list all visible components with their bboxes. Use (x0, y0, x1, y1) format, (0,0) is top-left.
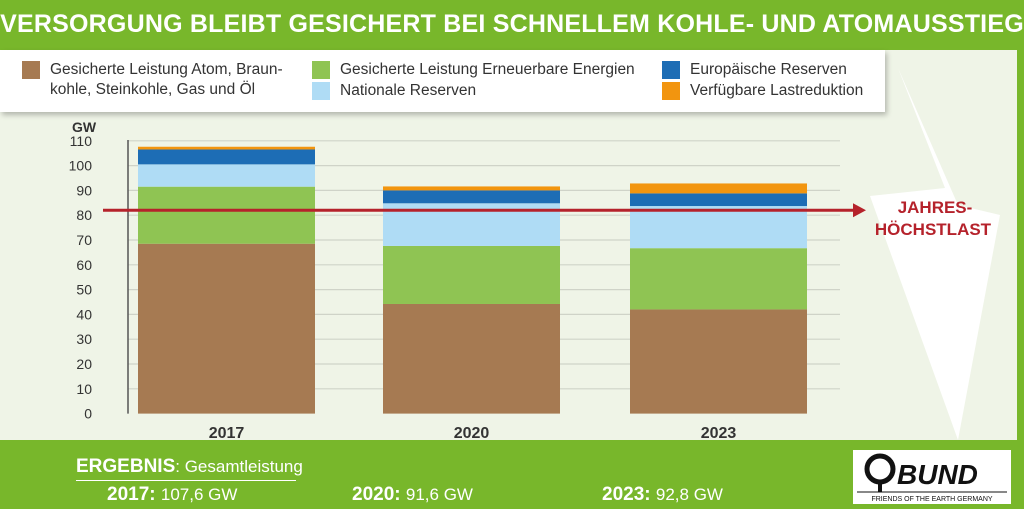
y-tick-label: 60 (76, 257, 92, 273)
y-tick-label: 30 (76, 331, 92, 347)
legend-swatch (312, 61, 330, 79)
bar-segment (383, 245, 560, 304)
bar-segment (383, 186, 560, 191)
result-year: 2023: (602, 484, 651, 505)
bar-segment (630, 248, 807, 310)
result-2017: 2017: 107,6 GW (107, 484, 237, 506)
bar-segment (630, 309, 807, 414)
legend: Gesicherte Leistung Atom, Braun-kohle, S… (0, 50, 885, 112)
infographic-title: VERSORGUNG BLEIBT GESICHERT BEI SCHNELLE… (0, 10, 1024, 38)
y-tick-label: 70 (76, 232, 92, 248)
legend-item-european-reserves: Europäische Reserven (662, 60, 847, 80)
svg-text:BUND: BUND (897, 459, 978, 490)
svg-text:FRIENDS OF THE EARTH GERMANY: FRIENDS OF THE EARTH GERMANY (871, 496, 992, 503)
y-tick-label: 100 (69, 158, 93, 174)
x-tick-label: 2023 (701, 425, 737, 442)
y-tick-label: 50 (76, 282, 92, 298)
bar-segment (630, 206, 807, 249)
result-2023: 2023: 92,8 GW (602, 484, 723, 506)
divider (76, 480, 296, 481)
x-tick-label: 2020 (454, 425, 490, 442)
reference-label: HÖCHSTLAST (875, 220, 992, 239)
result-value: 91,6 GW (405, 485, 473, 504)
bar-segment (138, 243, 315, 414)
legend-swatch (662, 82, 680, 100)
result-heading: ERGEBNIS: Gesamtleistung (76, 456, 303, 478)
legend-label: Gesicherte Leistung Erneuerbare Energien (340, 61, 635, 78)
y-tick-label: 90 (76, 182, 92, 198)
y-tick-label: 20 (76, 356, 92, 372)
bar-segment (138, 164, 315, 187)
result-year: 2017: (107, 484, 156, 505)
reference-arrowhead (853, 203, 866, 218)
y-tick-label: 110 (70, 133, 93, 149)
result-value: 92,8 GW (655, 485, 723, 504)
reference-label: JAHRES- (898, 198, 973, 217)
legend-label: kohle, Steinkohle, Gas und Öl (50, 81, 256, 98)
bar-segment (138, 149, 315, 165)
result-value: 107,6 GW (160, 485, 238, 504)
result-band: ERGEBNIS: Gesamtleistung 2017: 107,6 GW … (0, 440, 1024, 509)
legend-label: Gesicherte Leistung Atom, Braun- (50, 61, 283, 78)
y-tick-label: 40 (76, 306, 92, 322)
bar-segment (383, 190, 560, 204)
y-tick-label: 80 (76, 207, 92, 223)
bar-segment (383, 303, 560, 414)
legend-label: Europäische Reserven (690, 61, 847, 78)
result-subheading: : Gesamtleistung (175, 457, 303, 476)
legend-item-fossil: Gesicherte Leistung Atom, Braun-kohle, S… (22, 60, 283, 100)
bar-segment (630, 193, 807, 207)
y-tick-label: 10 (76, 381, 92, 397)
result-heading-bold: ERGEBNIS (76, 456, 176, 477)
legend-swatch (22, 61, 40, 79)
bar-segment (630, 183, 807, 194)
result-2020: 2020: 91,6 GW (352, 484, 473, 506)
y-tick-label: 0 (84, 406, 92, 422)
legend-item-load-reduction: Verfügbare Lastreduktion (662, 81, 863, 101)
legend-label: Verfügbare Lastreduktion (690, 82, 864, 99)
x-tick-label: 2017 (209, 425, 245, 442)
legend-swatch (312, 82, 330, 100)
legend-label: Nationale Reserven (340, 82, 477, 99)
legend-item-national-reserves: Nationale Reserven (312, 81, 476, 101)
bar-segment (138, 186, 315, 244)
result-year: 2020: (352, 484, 401, 505)
bund-logo: BUND FRIENDS OF THE EARTH GERMANY (853, 450, 1011, 504)
legend-swatch (662, 61, 680, 79)
legend-item-renewables: Gesicherte Leistung Erneuerbare Energien (312, 60, 635, 80)
bar-segment (138, 146, 315, 150)
y-axis-label: GW (72, 119, 97, 135)
